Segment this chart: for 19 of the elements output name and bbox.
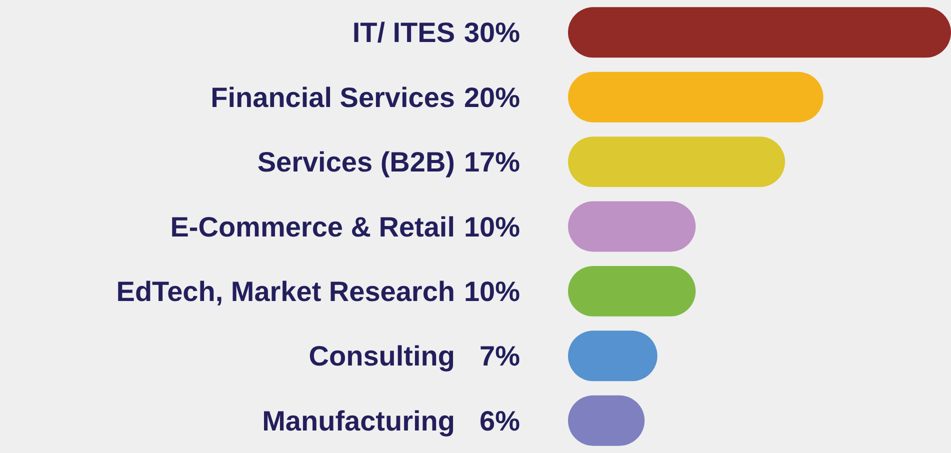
y-tick-label: EdTech, Market Research: [116, 276, 455, 307]
y-tick-label: IT/ ITES: [352, 17, 455, 48]
y-tick-label: Manufacturing: [262, 405, 455, 436]
bar: [568, 7, 951, 58]
data-label: 20%: [464, 82, 520, 113]
data-label: 30%: [464, 17, 520, 48]
bar: [568, 72, 824, 122]
y-tick-label: E-Commerce & Retail: [170, 211, 455, 242]
data-label: 6%: [480, 405, 520, 436]
bar: [568, 201, 696, 252]
y-tick-label: Financial Services: [210, 82, 455, 113]
data-label: 10%: [464, 211, 520, 242]
data-label: 7%: [480, 340, 520, 372]
data-label: 10%: [464, 276, 520, 307]
y-tick-label: Consulting: [308, 340, 455, 372]
y-tick-label: Services (B2B): [257, 146, 455, 178]
bar: [568, 266, 696, 316]
bar: [568, 136, 786, 188]
data-label: 17%: [464, 146, 520, 178]
